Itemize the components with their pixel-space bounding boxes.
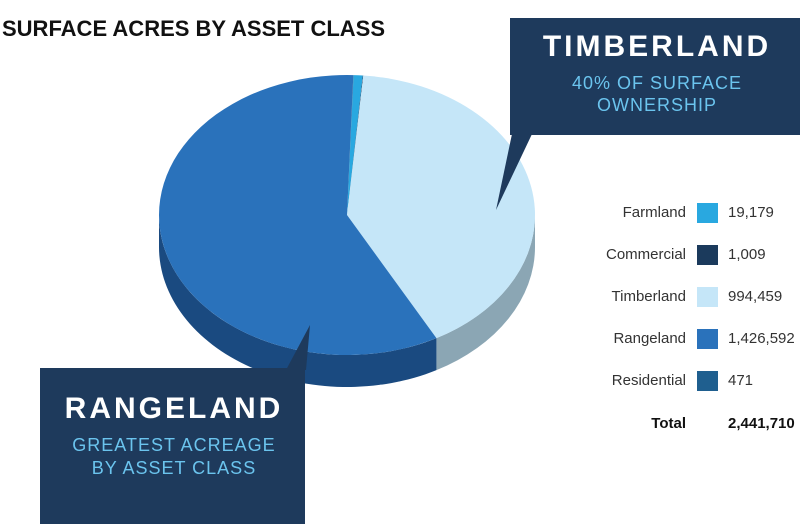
legend-swatch: [697, 329, 718, 349]
slice: [347, 75, 363, 215]
legend-label: Farmland: [623, 204, 686, 221]
slice: [347, 75, 364, 216]
total-value: 2,441,710: [728, 415, 795, 432]
legend-label: Timberland: [612, 288, 686, 305]
callout-subtitle: 40% OF SURFACE: [572, 73, 742, 93]
callout-title: TIMBERLAND: [543, 30, 771, 63]
legend-value: 471: [728, 372, 753, 389]
legend-swatch: [697, 371, 718, 391]
callout-box: [510, 18, 800, 135]
slice: [347, 75, 354, 215]
legend: Farmland 19,179 Commercial 1,009 Timberland 9…: [606, 203, 795, 432]
legend-label: Rangeland: [613, 330, 686, 347]
legend-value: 1,426,592: [728, 330, 795, 347]
legend-value: 1,009: [728, 246, 766, 263]
callout-subtitle: OWNERSHIP: [597, 95, 717, 115]
callout-box: [40, 368, 305, 524]
legend-swatch: [697, 245, 718, 265]
slice: [158, 75, 437, 356]
callout-title: RANGELAND: [65, 392, 284, 425]
slice-side: [436, 215, 535, 371]
legend-value: 19,179: [728, 204, 774, 221]
slice: [347, 75, 535, 339]
callout-subtitle: BY ASSET CLASS: [92, 458, 256, 478]
legend-swatch: [697, 287, 718, 307]
chart-title: SURFACE ACRES BY ASSET CLASS: [2, 16, 385, 41]
slice-side: [159, 215, 437, 387]
callout-pointer: [286, 325, 310, 370]
legend-value: 994,459: [728, 288, 782, 305]
callout-subtitle: GREATEST ACREAGE: [72, 435, 275, 455]
legend-swatch: [697, 203, 718, 223]
callout-pointer: [496, 134, 532, 210]
pie: [158, 75, 535, 387]
total-label: Total: [651, 415, 686, 432]
legend-label: Residential: [612, 372, 686, 389]
legend-label: Commercial: [606, 246, 686, 263]
